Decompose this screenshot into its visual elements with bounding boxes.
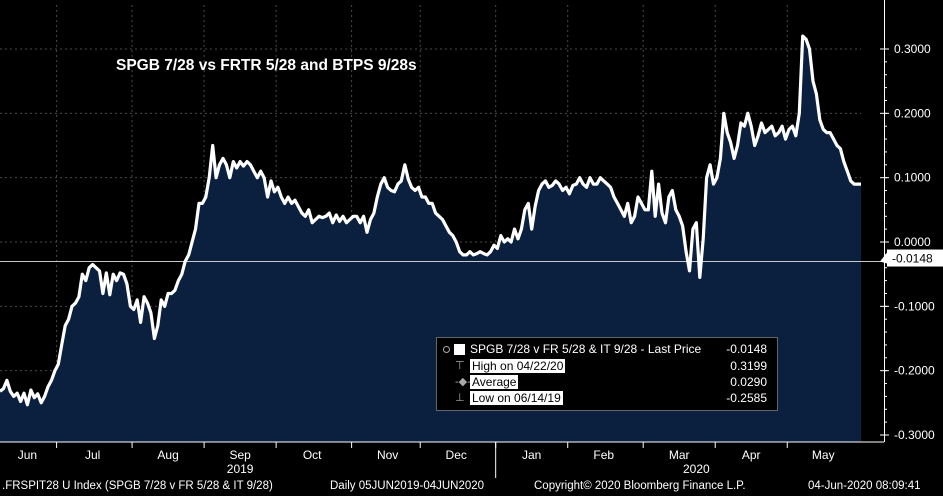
legend-label: SPGB 7/28 v FR 5/28 & IT 9/28 - Last Pri…	[470, 342, 702, 356]
footer-copyright: Copyright© 2020 Bloomberg Finance L.P.	[534, 480, 746, 492]
x-tick-label: May	[812, 448, 835, 462]
last-price-pointer	[880, 252, 887, 264]
legend-label: Low on 06/14/19	[470, 391, 563, 405]
legend-label: High on 04/22/20	[470, 359, 566, 373]
footer-period: Daily 05JUN2019-04JUN2020	[330, 480, 485, 492]
legend-bullet-icon	[443, 346, 450, 353]
legend-item-last-price: SPGB 7/28 v FR 5/28 & IT 9/28 - Last Pri…	[437, 341, 777, 357]
low-marker-icon: ⊥	[455, 392, 465, 404]
last-price-tag: -0.0148	[880, 249, 943, 267]
series-line	[0, 34, 861, 407]
chart-title: SPGB 7/28 vs FRTR 5/28 and BTPS 9/28s	[116, 57, 417, 74]
high-marker-icon: ⊤	[455, 360, 465, 372]
x-tick-label: Apr	[742, 448, 761, 462]
footer-bar: .FRSPIT28 U Index (SPGB 7/28 v FR 5/28 &…	[0, 478, 943, 496]
y-axis: 0.3000 0.2000 0.1000 0.0000 -0.1000 -0.2000 -0…	[880, 0, 935, 442]
legend-value: -0.2585	[726, 391, 767, 405]
x-axis: Jun Jul Aug Sep Oct Nov Dec Jan Feb Mar Apr May 2019…	[0, 441, 884, 478]
legend-item-average: -◆- Average 0.0290	[437, 374, 777, 390]
x-tick-label: Nov	[377, 448, 398, 462]
x-tick-label: Feb	[593, 448, 614, 462]
x-tick-label: Jul	[85, 448, 100, 462]
y-tick-label: -0.2000	[894, 364, 935, 378]
y-tick-label: 0.0000	[894, 235, 931, 249]
year-label: 2020	[683, 462, 710, 476]
x-tick-label: Sep	[229, 448, 251, 462]
legend-item-high: ⊤ High on 04/22/20 0.3199	[437, 358, 777, 374]
y-tick-label: -0.1000	[894, 299, 935, 313]
legend-value: 0.3199	[730, 359, 767, 373]
x-tick-label: Mar	[669, 448, 690, 462]
x-tick-label: Jan	[522, 448, 541, 462]
x-tick-label: Jun	[18, 448, 37, 462]
x-tick-label: Aug	[157, 448, 178, 462]
last-price-box	[887, 249, 943, 267]
footer-timestamp: 04-Jun-2020 08:09:41	[808, 480, 921, 492]
y-tick-label: 0.3000	[894, 42, 931, 56]
last-price-label: -0.0148	[892, 252, 933, 266]
x-tick-label: Oct	[303, 448, 322, 462]
legend-item-low: ⊥ Low on 06/14/19 -0.2585	[437, 390, 777, 406]
legend-value: -0.0148	[726, 342, 767, 356]
year-label: 2019	[227, 462, 254, 476]
series-swatch-icon	[454, 344, 465, 355]
x-tick-label: Dec	[446, 448, 467, 462]
y-tick-label: 0.1000	[894, 171, 931, 185]
average-marker-icon: -◆-	[455, 376, 471, 388]
footer-ticker: .FRSPIT28 U Index (SPGB 7/28 v FR 5/28 &…	[2, 480, 273, 492]
y-tick-label: 0.2000	[894, 106, 931, 120]
y-tick-label: -0.3000	[894, 428, 935, 442]
legend-value: 0.0290	[730, 375, 767, 389]
legend-label: Average	[470, 375, 519, 389]
legend: SPGB 7/28 v FR 5/28 & IT 9/28 - Last Pri…	[436, 337, 778, 411]
